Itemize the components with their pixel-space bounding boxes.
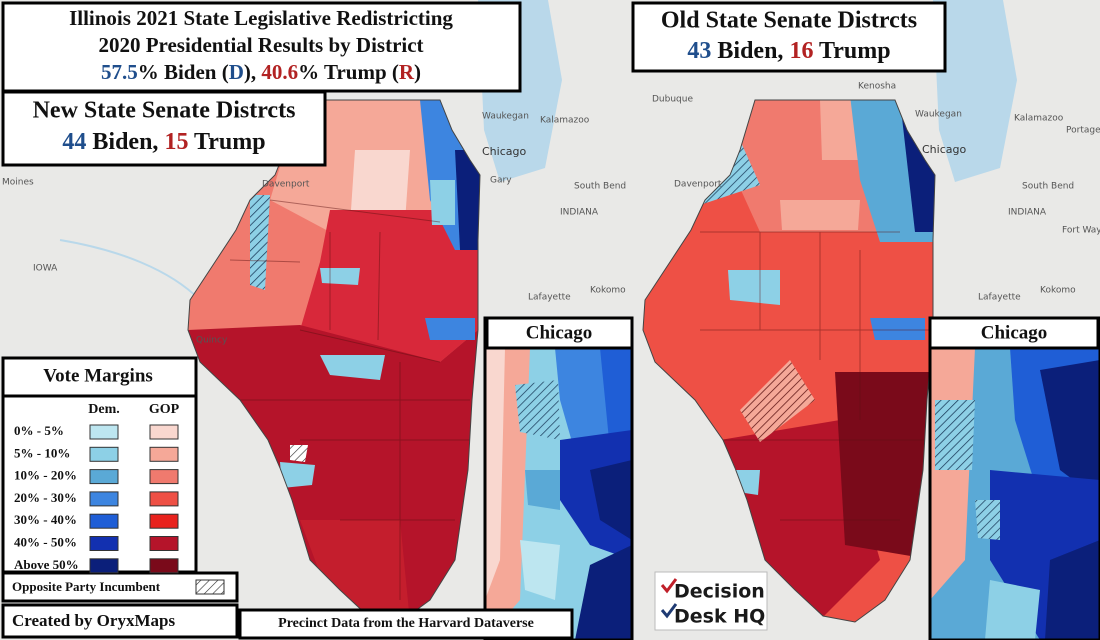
credit-source: Precinct Data from the Harvard Dataverse	[278, 616, 534, 631]
new-box	[1, 90, 327, 167]
old-box	[631, 1, 947, 73]
legend-title: Vote Margins	[43, 365, 153, 386]
legend-swatch	[89, 491, 119, 507]
legend-hatch-label: Opposite Party Incumbent	[12, 579, 161, 594]
panel-title: New State Senate Distrcts	[33, 98, 296, 124]
inset-title: Chicago	[526, 322, 593, 343]
title-line: 2020 Presidential Results by District	[98, 33, 423, 57]
legend-label: 5% - 10%	[14, 445, 70, 460]
place-label: South Bend	[574, 182, 626, 192]
summary-part: % Trump (	[298, 60, 399, 84]
logo-text: Desk HQ	[674, 606, 765, 628]
summary-part: R	[399, 60, 415, 84]
summary: 43 Biden, 16 Trump	[687, 38, 890, 64]
summary-part: 44	[62, 129, 86, 155]
place-label: INDIANA	[1008, 208, 1047, 218]
place-label: Waukegan	[482, 112, 529, 122]
logo-text: Decision	[674, 581, 765, 603]
legend-label: 20% - 30%	[14, 490, 77, 505]
logo: Decision Desk HQ	[654, 571, 768, 631]
place-label: Fort Way	[1062, 226, 1100, 236]
summary-part: Trump	[813, 38, 890, 64]
place-label: Gary	[490, 176, 512, 186]
legend-swatch	[149, 558, 179, 574]
legend-swatch	[89, 558, 119, 574]
legend-swatch	[89, 536, 119, 551]
legend-swatch	[149, 513, 179, 529]
place-label: INDIANA	[560, 208, 599, 218]
place-label: Kokomo	[1040, 286, 1076, 296]
place-label: South Bend	[1022, 182, 1074, 192]
place-label: Kalamazoo	[1014, 114, 1064, 124]
place-label: Quincy	[196, 336, 228, 346]
summary-part: Biden,	[711, 38, 789, 64]
summary-part: % Biden (	[138, 60, 229, 84]
legend-label: 40% - 50%	[14, 534, 77, 549]
legend-swatch	[89, 513, 119, 529]
source-box	[238, 608, 574, 640]
legend-swatch	[149, 446, 179, 462]
chicago-inset-right: Chicago	[928, 316, 1100, 640]
legend-swatch	[89, 446, 119, 462]
summary-part: )	[414, 60, 421, 84]
legend-column: GOP	[149, 402, 180, 417]
place-label: Lafayette	[528, 293, 571, 303]
legend-swatch	[89, 424, 119, 440]
summary-part: 16	[789, 38, 813, 64]
summary-part: 15	[164, 129, 188, 155]
legend-label: 10% - 20%	[14, 468, 77, 483]
legend-label: 0% - 5%	[14, 423, 64, 438]
place-label: Davenport	[674, 180, 722, 190]
legend-swatch	[89, 469, 119, 485]
legend-label: Above 50%	[14, 557, 79, 572]
legend-label: 30% - 40%	[14, 512, 77, 527]
summary-part: Biden,	[86, 129, 164, 155]
panel-title: Old State Senate Distrcts	[661, 8, 917, 34]
legend-swatch	[149, 536, 179, 551]
chicago-inset-left: Chicago	[483, 316, 634, 640]
credit-author: Created by OryxMaps	[12, 611, 175, 630]
summary-part: 40.6	[261, 60, 298, 84]
summary: 44 Biden, 15 Trump	[62, 129, 265, 155]
place-label: Kenosha	[858, 82, 896, 92]
legend-swatch	[149, 491, 179, 507]
title-box	[1, 1, 522, 93]
legend: Vote Margins Dem. GOP Opposite Party Inc…	[1, 356, 239, 603]
place-label: Chicago	[922, 143, 966, 156]
place-label: Kalamazoo	[540, 116, 590, 126]
place-label: Kokomo	[590, 286, 626, 296]
summary-part: D	[229, 60, 244, 84]
inset-title: Chicago	[981, 322, 1048, 343]
place-label: Portage	[1066, 126, 1100, 136]
place-labels: Moines Davenport IOWA Quincy Chicago Gar…	[2, 82, 1100, 346]
summary-part: 43	[687, 38, 711, 64]
place-label: Moines	[2, 178, 34, 188]
place-label: Dubuque	[652, 95, 693, 105]
summary-part: 57.5	[101, 60, 138, 84]
summary-part: Trump	[188, 129, 265, 155]
legend-column: Dem.	[88, 402, 120, 417]
legend-swatch	[149, 469, 179, 485]
summary: 57.5% Biden (D), 40.6% Trump (R)	[101, 60, 421, 84]
title-line: Illinois 2021 State Legislative Redistri…	[69, 6, 453, 30]
place-label: Chicago	[482, 145, 526, 158]
legend-swatch	[149, 424, 179, 440]
summary-part: ),	[244, 60, 262, 84]
credit-box	[1, 603, 239, 639]
place-label: Lafayette	[978, 293, 1021, 303]
place-label: Waukegan	[915, 110, 962, 120]
place-label: IOWA	[33, 264, 58, 274]
place-label: Davenport	[262, 180, 310, 190]
